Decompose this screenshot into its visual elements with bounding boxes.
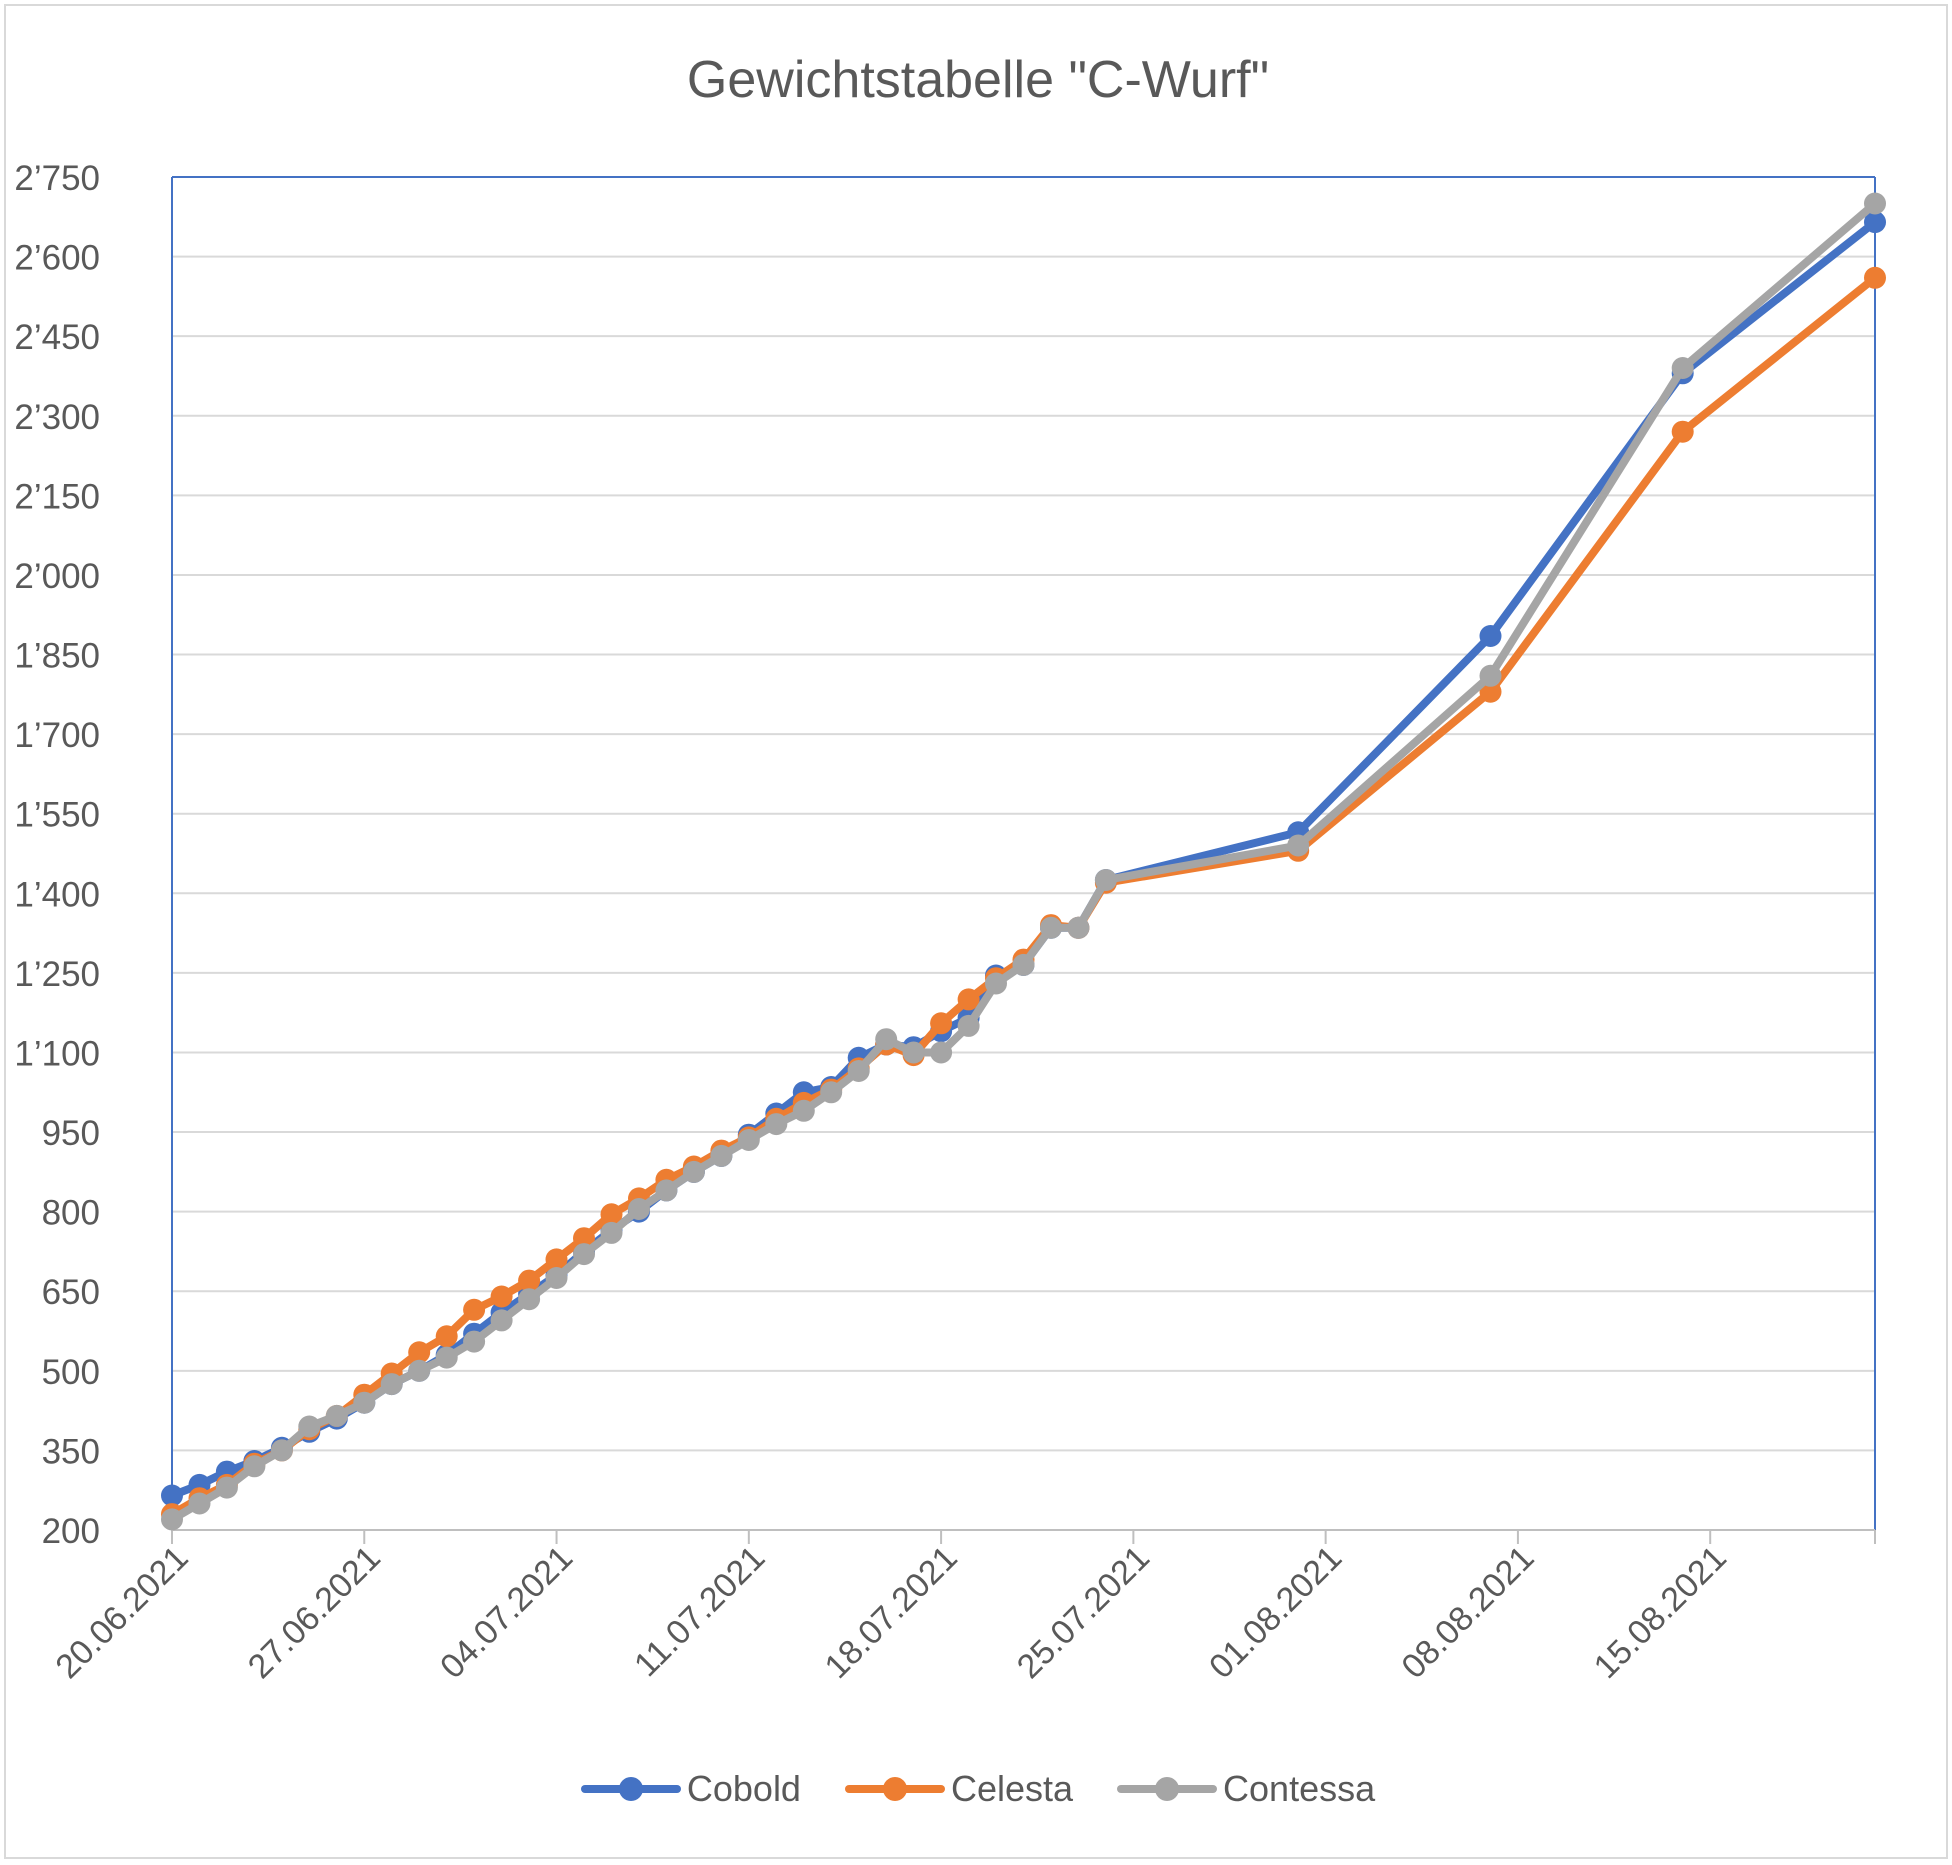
data-point-contessa xyxy=(271,1439,293,1461)
legend-swatch xyxy=(581,1774,681,1804)
data-point-contessa xyxy=(930,1042,952,1064)
y-tick-label: 800 xyxy=(42,1194,100,1233)
data-point-celesta xyxy=(491,1286,513,1308)
data-point-contessa xyxy=(298,1416,320,1438)
data-point-celesta xyxy=(1672,421,1694,443)
legend-item: Celesta xyxy=(845,1768,1073,1810)
data-point-contessa xyxy=(738,1129,760,1151)
x-tick-label: 11.07.2021 xyxy=(627,1539,772,1684)
data-point-contessa xyxy=(463,1331,485,1353)
data-point-contessa xyxy=(710,1145,732,1167)
data-point-contessa xyxy=(436,1347,458,1369)
y-tick-label: 500 xyxy=(42,1353,100,1392)
y-tick-label: 1’700 xyxy=(14,716,100,755)
data-point-contessa xyxy=(491,1309,513,1331)
y-tick-label: 2’300 xyxy=(14,398,100,437)
data-point-contessa xyxy=(408,1360,430,1382)
data-point-contessa xyxy=(1095,869,1117,891)
data-point-contessa xyxy=(161,1508,183,1530)
x-tick-label: 18.07.2021 xyxy=(818,1539,965,1686)
y-tick-label: 1’400 xyxy=(14,875,100,914)
data-point-contessa xyxy=(655,1179,677,1201)
data-point-contessa xyxy=(573,1243,595,1265)
x-tick-label: 20.06.2021 xyxy=(48,1539,195,1686)
data-point-contessa xyxy=(1672,357,1694,379)
y-tick-label: 2’450 xyxy=(14,318,100,357)
data-point-contessa xyxy=(1287,835,1309,857)
y-tick-label: 350 xyxy=(42,1432,100,1471)
data-point-contessa xyxy=(1040,917,1062,939)
legend-label: Cobold xyxy=(687,1768,801,1810)
legend-label: Contessa xyxy=(1223,1768,1375,1810)
data-point-contessa xyxy=(683,1161,705,1183)
y-tick-label: 2’150 xyxy=(14,477,100,516)
legend-item: Cobold xyxy=(581,1768,801,1810)
data-point-celesta xyxy=(436,1325,458,1347)
data-point-contessa xyxy=(546,1267,568,1289)
chart-frame: Gewichtstabelle "C-Wurf" 2’750 2’600 2’450… xyxy=(4,4,1948,1859)
data-point-contessa xyxy=(243,1455,265,1477)
data-point-contessa xyxy=(518,1288,540,1310)
data-point-contessa xyxy=(1480,665,1502,687)
y-tick-label: 1’850 xyxy=(14,637,100,676)
data-point-contessa xyxy=(1864,193,1886,215)
data-point-contessa xyxy=(353,1392,375,1414)
data-point-cobold xyxy=(1480,625,1502,647)
chart-plot: 2’750 2’600 2’450 2’300 2’150 2’000 1’850 1’700… xyxy=(6,6,1950,1861)
data-point-contessa xyxy=(1067,917,1089,939)
data-point-contessa xyxy=(326,1405,348,1427)
legend-marker xyxy=(619,1777,643,1801)
y-tick-label: 950 xyxy=(42,1114,100,1153)
legend: Cobold Celesta Contessa xyxy=(6,1768,1950,1810)
x-tick-label: 01.08.2021 xyxy=(1202,1539,1349,1686)
data-point-contessa xyxy=(381,1373,403,1395)
data-point-contessa xyxy=(958,1015,980,1037)
y-tick-label: 650 xyxy=(42,1273,100,1312)
series-line-cobold xyxy=(172,222,1875,1495)
data-point-contessa xyxy=(875,1028,897,1050)
legend-item: Contessa xyxy=(1117,1768,1375,1810)
data-point-celesta xyxy=(463,1299,485,1321)
data-point-contessa xyxy=(903,1042,925,1064)
x-tick-label: 15.08.2021 xyxy=(1587,1539,1734,1686)
data-point-contessa xyxy=(793,1100,815,1122)
y-tick-label: 2’750 xyxy=(14,159,100,198)
legend-marker xyxy=(883,1777,907,1801)
legend-swatch xyxy=(845,1774,945,1804)
y-tick-label: 2’000 xyxy=(14,557,100,596)
data-point-contessa xyxy=(628,1198,650,1220)
data-point-contessa xyxy=(848,1060,870,1082)
data-point-contessa xyxy=(985,973,1007,995)
y-tick-label: 200 xyxy=(42,1512,100,1551)
data-point-contessa xyxy=(765,1113,787,1135)
y-tick-label: 2’600 xyxy=(14,239,100,278)
x-tick-label: 04.07.2021 xyxy=(433,1539,580,1686)
x-tick-label: 08.08.2021 xyxy=(1394,1539,1541,1686)
data-point-contessa xyxy=(1013,954,1035,976)
legend-label: Celesta xyxy=(951,1768,1073,1810)
legend-swatch xyxy=(1117,1774,1217,1804)
legend-marker xyxy=(1155,1777,1179,1801)
y-tick-label: 1’550 xyxy=(14,796,100,835)
y-tick-label: 1’100 xyxy=(14,1034,100,1073)
x-tick-label: 27.06.2021 xyxy=(241,1539,388,1686)
series-line-contessa xyxy=(172,204,1875,1520)
data-point-celesta xyxy=(930,1012,952,1034)
data-point-contessa xyxy=(820,1081,842,1103)
data-point-contessa xyxy=(216,1477,238,1499)
x-tick-label: 25.07.2021 xyxy=(1010,1539,1157,1686)
data-point-contessa xyxy=(189,1493,211,1515)
y-tick-label: 1’250 xyxy=(14,955,100,994)
data-point-contessa xyxy=(601,1222,623,1244)
data-point-celesta xyxy=(1864,267,1886,289)
